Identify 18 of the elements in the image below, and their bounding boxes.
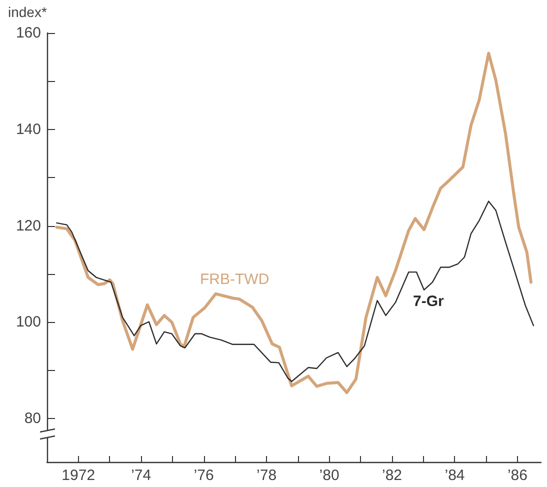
series-label: 7-Gr (413, 293, 444, 310)
y-tick-label: 140 (16, 120, 41, 138)
y-tick-label: 100 (16, 314, 41, 331)
x-tick-label: ’74 (131, 467, 152, 484)
x-tick-label: ’80 (319, 467, 340, 484)
y-tick-label: 80 (24, 410, 41, 428)
x-tick-label: ’78 (256, 467, 277, 484)
x-tick-label: ’82 (382, 467, 402, 484)
line-series (55, 52, 532, 394)
x-tick-label: ’76 (194, 467, 214, 484)
line-series (56, 200, 534, 382)
x-tick-label: ’86 (507, 467, 528, 484)
series-label: FRB-TWD (200, 271, 270, 288)
y-tick-label: 120 (16, 217, 41, 234)
x-tick-label: 1972 (62, 467, 96, 484)
y-axis-title: index* (8, 4, 48, 20)
y-tick-label: 160 (16, 24, 41, 42)
x-tick-label: ’84 (444, 467, 465, 484)
